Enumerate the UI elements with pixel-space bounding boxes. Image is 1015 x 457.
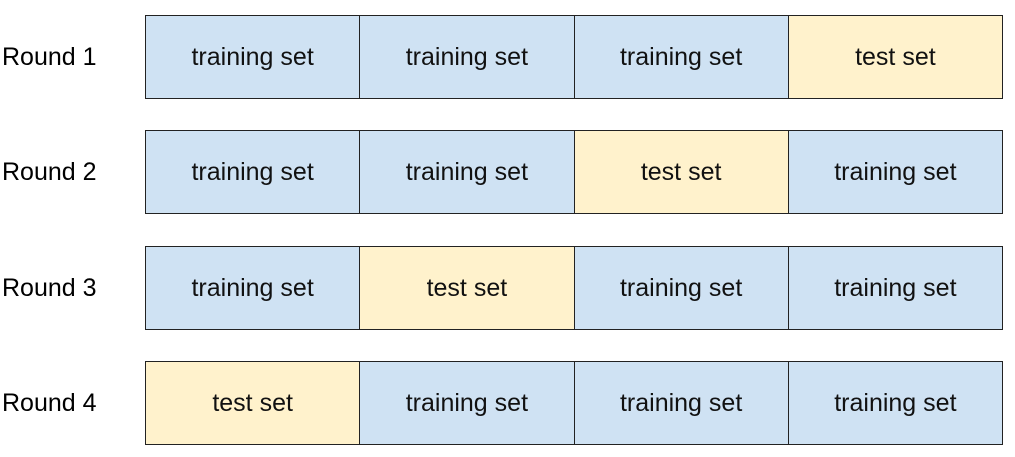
round-label: Round 2 (2, 158, 97, 186)
training-set-fold: training set (574, 247, 789, 329)
round-row: Round 2 training set training set test set t… (0, 130, 1015, 214)
fold-strip: test set training set training set training… (145, 361, 1003, 445)
test-set-fold: test set (788, 16, 1002, 98)
round-row: Round 1 training set training set training … (0, 15, 1015, 99)
test-set-fold: test set (146, 362, 361, 444)
round-label: Round 4 (2, 389, 97, 417)
test-set-fold: test set (574, 131, 789, 213)
round-label: Round 1 (2, 43, 97, 71)
fold-strip: training set training set training set test… (145, 15, 1003, 99)
training-set-fold: training set (146, 131, 361, 213)
training-set-fold: training set (360, 16, 575, 98)
training-set-fold: training set (360, 131, 575, 213)
training-set-fold: training set (146, 16, 361, 98)
training-set-fold: training set (360, 362, 575, 444)
fold-strip: training set training set test set training… (145, 130, 1003, 214)
round-row: Round 4 test set training set training set t… (0, 361, 1015, 445)
training-set-fold: training set (146, 247, 361, 329)
fold-strip: training set test set training set training… (145, 246, 1003, 330)
training-set-fold: training set (574, 362, 789, 444)
training-set-fold: training set (574, 16, 789, 98)
test-set-fold: test set (360, 247, 575, 329)
training-set-fold: training set (788, 247, 1002, 329)
training-set-fold: training set (788, 131, 1002, 213)
training-set-fold: training set (788, 362, 1002, 444)
round-row: Round 3 training set test set training set t… (0, 246, 1015, 330)
round-label: Round 3 (2, 274, 97, 302)
